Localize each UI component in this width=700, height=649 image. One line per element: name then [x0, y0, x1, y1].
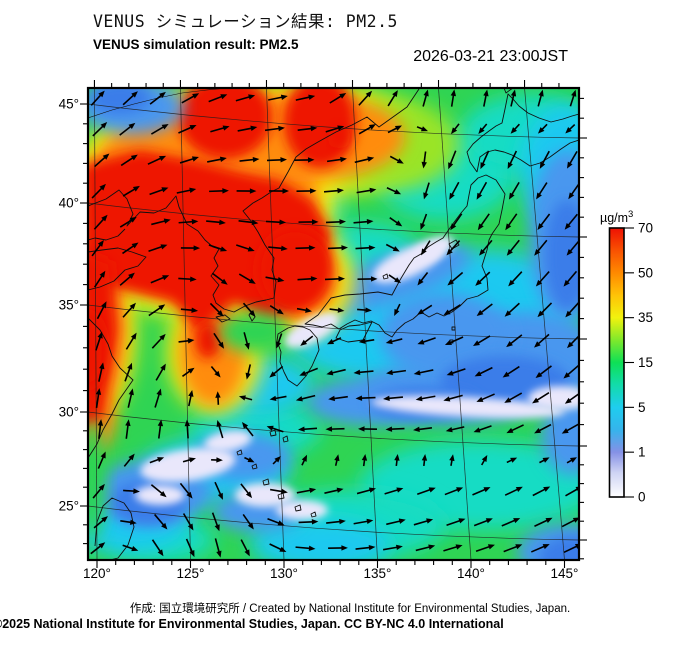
license-line: ©2025 National Institute for Environment… [0, 617, 504, 631]
svg-text:35: 35 [638, 310, 653, 325]
svg-text:25°: 25° [59, 499, 79, 514]
svg-text:45°: 45° [59, 97, 79, 112]
svg-text:125°: 125° [177, 566, 205, 581]
page-title-japanese: VENUS シミュレーション結果: PM2.5 [93, 12, 398, 31]
svg-text:130°: 130° [270, 566, 298, 581]
axis-ticks [80, 80, 587, 568]
svg-text:5: 5 [638, 400, 646, 415]
svg-text:50: 50 [638, 265, 653, 280]
simulation-timestamp: 2026-03-21 23:00JST [413, 48, 568, 65]
svg-text:70: 70 [638, 221, 653, 236]
svg-text:35°: 35° [59, 298, 79, 313]
svg-text:µg/m3: µg/m3 [600, 209, 633, 225]
svg-text:120°: 120° [83, 566, 111, 581]
svg-text:135°: 135° [364, 566, 392, 581]
latlon-graticule-layer [88, 88, 579, 560]
credit-line: 作成: 国立環境研究所 / Created by National Instit… [129, 603, 571, 615]
map-frame [86, 86, 581, 562]
coastlines-layer [88, 88, 579, 560]
svg-text:1: 1 [638, 445, 646, 460]
svg-text:15: 15 [638, 355, 653, 370]
colorbar: 70 50 35 15 5 1 0 µg/m3 [600, 209, 653, 505]
svg-text:0: 0 [638, 490, 646, 505]
svg-text:145°: 145° [551, 566, 579, 581]
wind-arrows-layer [90, 89, 579, 558]
svg-text:30°: 30° [59, 405, 79, 420]
svg-text:40°: 40° [59, 196, 79, 211]
axis-tick-labels: 120° 125° 130° 135° 140° 145° 45° 40° 35° 30° 25° [59, 97, 579, 582]
page-title-english: VENUS simulation result: PM2.5 [93, 37, 299, 52]
pm25-concentration-field [88, 88, 579, 560]
svg-text:140°: 140° [457, 566, 485, 581]
